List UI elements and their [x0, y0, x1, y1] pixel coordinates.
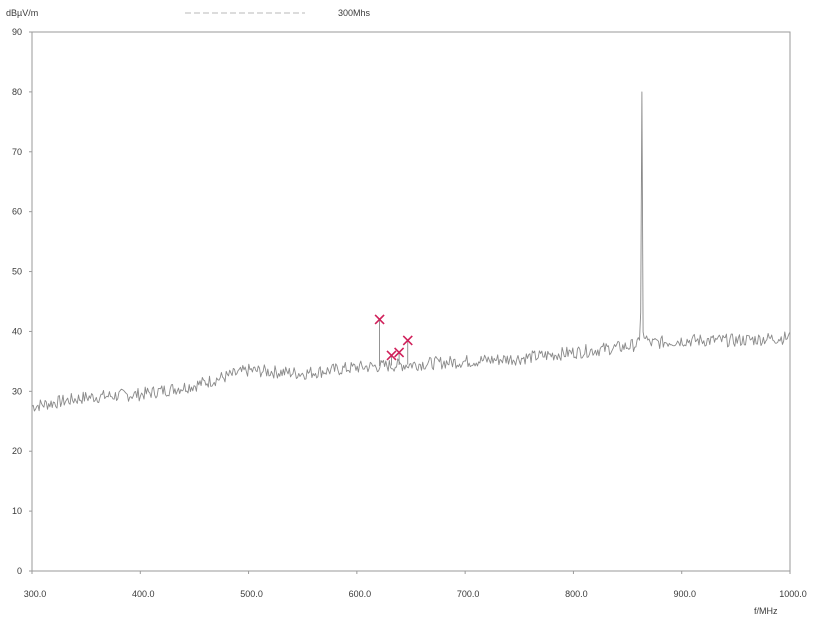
x-tick-label: 300.0 — [24, 589, 47, 599]
y-tick-label: 80 — [12, 87, 22, 97]
x-tick-label: 1000.0 — [779, 589, 807, 599]
marker-group — [374, 314, 413, 367]
x-tick-label: 400.0 — [132, 589, 155, 599]
y-tick-label: 90 — [12, 27, 22, 37]
y-tick-label: 60 — [12, 207, 22, 217]
x-tick-label: 700.0 — [457, 589, 480, 599]
peak-marker — [402, 335, 413, 365]
x-axis-ticks: 300.0 400.0 500.0 600.0 700.0 800.0 900.0 1000.… — [24, 571, 807, 599]
y-axis-title: dBµV/m — [6, 8, 38, 18]
x-axis-title: f/MHz — [754, 606, 778, 616]
plot-frame — [31, 31, 791, 572]
y-tick-label: 40 — [12, 326, 22, 336]
x-tick-label: 500.0 — [240, 589, 263, 599]
x-tick-label: 600.0 — [349, 589, 372, 599]
x-tick-label: 900.0 — [673, 589, 696, 599]
y-tick-label: 70 — [12, 147, 22, 157]
peak-marker — [386, 350, 397, 366]
legend-label: 300Mhs — [338, 8, 371, 18]
y-tick-label: 20 — [12, 446, 22, 456]
y-tick-label: 10 — [12, 506, 22, 516]
y-axis-ticks: 0 10 20 30 40 50 60 70 80 90 — [12, 27, 32, 576]
x-tick-label: 800.0 — [565, 589, 588, 599]
peak-marker — [394, 347, 405, 366]
peak-marker — [374, 314, 385, 367]
y-tick-label: 30 — [12, 386, 22, 396]
series-trace — [31, 91, 791, 412]
y-tick-label: 50 — [12, 267, 22, 277]
y-tick-label: 0 — [17, 566, 22, 576]
